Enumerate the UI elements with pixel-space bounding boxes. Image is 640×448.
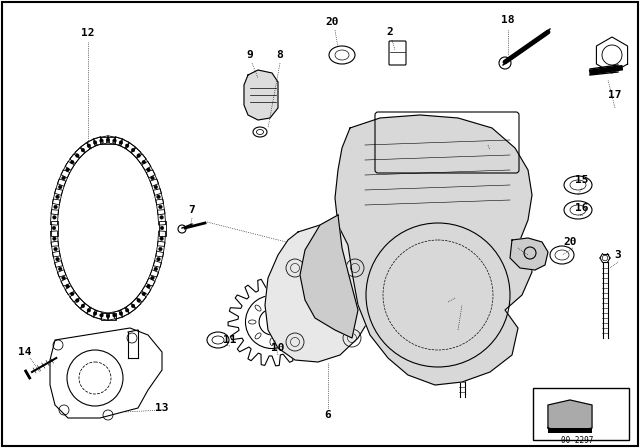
Polygon shape — [510, 238, 548, 270]
Text: 10: 10 — [271, 343, 285, 353]
Circle shape — [150, 276, 154, 280]
Circle shape — [58, 267, 62, 271]
Polygon shape — [265, 225, 378, 362]
Circle shape — [52, 237, 56, 241]
Circle shape — [76, 299, 79, 302]
Circle shape — [100, 139, 103, 142]
Circle shape — [147, 284, 150, 288]
Text: 7: 7 — [189, 205, 195, 215]
Circle shape — [52, 215, 56, 219]
Circle shape — [87, 309, 91, 312]
Bar — [533, 388, 629, 440]
Polygon shape — [335, 115, 532, 385]
Circle shape — [131, 148, 135, 152]
Circle shape — [54, 205, 58, 209]
Text: 20: 20 — [325, 17, 339, 27]
Polygon shape — [244, 70, 278, 120]
Text: 15: 15 — [575, 175, 589, 185]
Text: 2: 2 — [387, 27, 394, 37]
Circle shape — [150, 176, 154, 180]
Text: 18: 18 — [501, 15, 515, 25]
Polygon shape — [548, 400, 592, 432]
Circle shape — [93, 312, 97, 315]
Circle shape — [58, 185, 62, 189]
Circle shape — [119, 312, 123, 315]
Circle shape — [56, 258, 60, 261]
Bar — [548, 428, 592, 433]
Circle shape — [106, 314, 110, 318]
Circle shape — [154, 185, 157, 189]
Circle shape — [157, 258, 160, 261]
Circle shape — [70, 160, 74, 164]
Text: 16: 16 — [575, 203, 589, 213]
Circle shape — [160, 237, 163, 241]
Circle shape — [81, 304, 84, 308]
Circle shape — [61, 176, 65, 180]
Circle shape — [159, 205, 162, 209]
Circle shape — [113, 139, 116, 142]
Circle shape — [100, 314, 103, 317]
Circle shape — [54, 247, 58, 251]
Circle shape — [119, 141, 123, 144]
Circle shape — [52, 226, 56, 230]
Circle shape — [159, 247, 162, 251]
Circle shape — [66, 168, 69, 172]
Circle shape — [81, 148, 84, 152]
Text: 1: 1 — [515, 237, 522, 247]
Text: 19: 19 — [478, 133, 492, 143]
Text: 4: 4 — [452, 317, 458, 327]
Circle shape — [125, 144, 129, 147]
Circle shape — [66, 284, 69, 288]
Circle shape — [137, 154, 140, 157]
Circle shape — [142, 292, 146, 296]
Circle shape — [131, 304, 135, 308]
Circle shape — [154, 267, 157, 271]
Circle shape — [160, 226, 164, 230]
Text: 3: 3 — [614, 250, 621, 260]
Circle shape — [61, 276, 65, 280]
Text: 20: 20 — [563, 237, 577, 247]
Text: 9: 9 — [246, 50, 253, 60]
Circle shape — [160, 215, 163, 219]
Circle shape — [87, 144, 91, 147]
Circle shape — [56, 195, 60, 198]
Circle shape — [142, 160, 146, 164]
Text: 14: 14 — [19, 347, 32, 357]
Text: 13: 13 — [156, 403, 169, 413]
Circle shape — [137, 299, 140, 302]
Text: 12: 12 — [81, 28, 95, 38]
Text: 00 2297: 00 2297 — [561, 435, 593, 444]
Circle shape — [125, 309, 129, 312]
Circle shape — [70, 292, 74, 296]
Text: 5: 5 — [454, 285, 461, 295]
Circle shape — [157, 195, 160, 198]
Circle shape — [147, 168, 150, 172]
Text: 17: 17 — [608, 90, 621, 100]
Text: 6: 6 — [324, 410, 332, 420]
Circle shape — [113, 314, 116, 317]
Text: 11: 11 — [223, 335, 237, 345]
Circle shape — [76, 154, 79, 157]
Circle shape — [93, 141, 97, 144]
Text: 8: 8 — [276, 50, 284, 60]
Circle shape — [106, 138, 110, 142]
Polygon shape — [300, 215, 358, 338]
